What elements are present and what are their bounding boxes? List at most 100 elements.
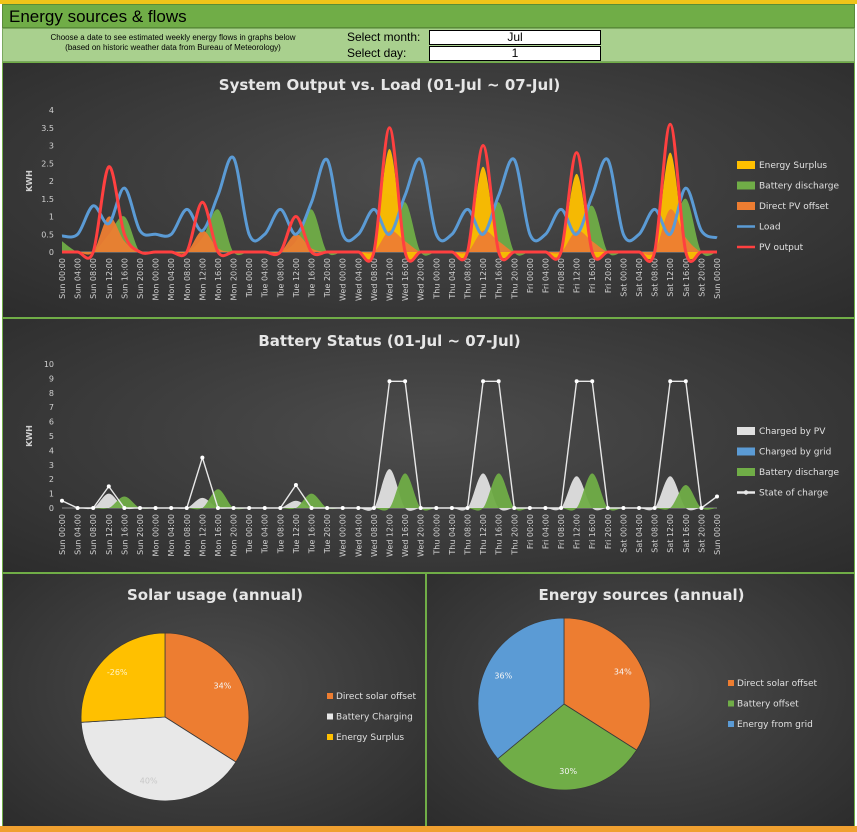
y-tick-label: 6 xyxy=(49,418,54,427)
x-tick-label: Thu 00:00 xyxy=(432,514,441,556)
state-of-charge-point xyxy=(465,506,470,510)
x-tick-label: Sun 04:00 xyxy=(74,514,83,555)
chart-title: Energy sources (annual) xyxy=(539,586,745,604)
state-of-charge-point xyxy=(683,379,688,384)
x-tick-label: Sat 20:00 xyxy=(697,514,706,553)
x-tick-label: Mon 04:00 xyxy=(167,258,176,300)
state-of-charge-point xyxy=(137,506,142,510)
direct-pv-offset-area xyxy=(62,209,717,256)
y-tick-label: 0 xyxy=(49,504,54,513)
legend-swatch xyxy=(327,734,333,740)
x-tick-label: Sat 00:00 xyxy=(619,514,628,553)
x-tick-label: Thu 00:00 xyxy=(432,258,441,300)
legend-label: Charged by grid xyxy=(759,448,831,458)
x-tick-label: Tue 08:00 xyxy=(276,514,285,554)
state-of-charge-point xyxy=(60,498,64,503)
x-tick-label: Wed 00:00 xyxy=(339,514,348,557)
y-tick-label: 2 xyxy=(49,475,54,484)
x-tick-label: Sun 04:00 xyxy=(74,258,83,299)
state-of-charge-point xyxy=(496,379,501,384)
state-of-charge-point xyxy=(75,506,80,510)
state-of-charge-point xyxy=(449,506,454,510)
x-tick-label: Wed 04:00 xyxy=(354,514,363,557)
state-of-charge-point xyxy=(309,506,314,510)
state-of-charge-point xyxy=(325,506,330,510)
x-tick-label: Thu 16:00 xyxy=(495,514,504,556)
x-tick-label: Mon 00:00 xyxy=(152,258,161,300)
state-of-charge-point xyxy=(527,506,532,510)
state-of-charge-point xyxy=(543,506,548,510)
day-select[interactable]: 1 xyxy=(429,46,601,61)
x-tick-label: Tue 08:00 xyxy=(276,258,285,298)
x-tick-label: Mon 04:00 xyxy=(167,514,176,556)
x-tick-label: Wed 20:00 xyxy=(417,514,426,557)
x-tick-label: Mon 12:00 xyxy=(198,258,207,300)
pie-slice xyxy=(80,632,166,723)
state-of-charge-point xyxy=(668,379,673,384)
legend-swatch xyxy=(737,468,755,476)
state-of-charge-point xyxy=(715,494,719,499)
y-tick-label: 7 xyxy=(49,403,54,412)
x-tick-label: Sun 00:00 xyxy=(58,514,67,555)
legend-label: Charged by PV xyxy=(759,427,826,437)
x-tick-label: Sat 12:00 xyxy=(666,514,675,553)
month-select[interactable]: Jul xyxy=(429,30,601,45)
x-tick-label: Tue 16:00 xyxy=(308,258,317,298)
x-tick-label: Fri 00:00 xyxy=(526,258,535,293)
x-tick-label: Fri 16:00 xyxy=(588,514,597,549)
x-tick-label: Wed 12:00 xyxy=(386,514,395,557)
battery-status-panel: Battery Status (01-Jul ~ 07-Jul) KWH 0 1 2 3 4… xyxy=(2,318,855,573)
state-of-charge-point xyxy=(356,506,361,510)
legend-label: PV output xyxy=(759,243,804,253)
legend-label: Energy from grid xyxy=(737,720,813,730)
legend-label: Direct PV offset xyxy=(759,202,829,212)
state-of-charge-point xyxy=(387,379,392,384)
x-tick-label: Wed 16:00 xyxy=(401,258,410,301)
pie-slice xyxy=(563,617,651,751)
x-tick-label: Thu 20:00 xyxy=(510,514,519,556)
state-of-charge-point xyxy=(122,506,127,510)
x-tick-label: Wed 00:00 xyxy=(339,258,348,301)
pie-data-label: 30% xyxy=(559,767,577,776)
x-tick-label: Fri 08:00 xyxy=(557,258,566,293)
y-axis-label: KWH xyxy=(25,170,34,192)
bottom-accent-strip xyxy=(0,826,857,832)
state-of-charge-point xyxy=(247,506,252,510)
state-of-charge-point xyxy=(231,506,236,510)
load-line xyxy=(61,155,718,243)
battery-discharge-area xyxy=(62,198,717,256)
x-tick-label: Wed 12:00 xyxy=(386,258,395,301)
instruction-line-2: (based on historic weather data from Bur… xyxy=(65,43,281,52)
x-tick-label: Thu 12:00 xyxy=(479,258,488,300)
charged-by-pv-area xyxy=(62,469,717,511)
energy-sources-panel: Energy sources (annual) 34% 30% 36% Direct s… xyxy=(426,573,855,827)
chart-title: System Output vs. Load (01-Jul ~ 07-Jul) xyxy=(219,76,560,94)
x-tick-label: Fri 16:00 xyxy=(588,258,597,293)
x-tick-label: Sun 08:00 xyxy=(89,514,98,555)
state-of-charge-point xyxy=(215,506,220,510)
state-of-charge-point xyxy=(184,506,189,510)
x-tick-label: Mon 20:00 xyxy=(230,258,239,300)
legend-swatch xyxy=(737,447,755,456)
x-tick-label: Sat 12:00 xyxy=(666,258,675,297)
x-tick-label: Mon 00:00 xyxy=(152,514,161,556)
x-tick-label: Sat 20:00 xyxy=(697,258,706,297)
x-tick-label: Sat 16:00 xyxy=(682,514,691,553)
x-tick-label: Mon 08:00 xyxy=(183,258,192,300)
x-tick-label: Fri 04:00 xyxy=(541,514,550,549)
x-tick-label: Thu 20:00 xyxy=(510,258,519,300)
state-of-charge-point xyxy=(605,506,610,510)
x-tick-label: Fri 00:00 xyxy=(526,514,535,549)
instructions: Choose a date to see estimated weekly en… xyxy=(23,33,323,53)
x-tick-label: Sat 04:00 xyxy=(635,514,644,553)
y-tick-label: 4 xyxy=(49,446,54,455)
x-tick-label: Thu 04:00 xyxy=(448,514,457,556)
y-tick-label: 5 xyxy=(49,432,54,441)
y-tick-label: 0.5 xyxy=(41,230,54,239)
legend-label: State of charge xyxy=(759,489,829,499)
state-of-charge-point xyxy=(403,379,408,384)
y-tick-label: 3 xyxy=(49,461,54,470)
y-tick-label: 1.5 xyxy=(41,195,54,204)
instruction-line-1: Choose a date to see estimated weekly en… xyxy=(50,33,296,42)
legend-swatch xyxy=(728,680,734,686)
